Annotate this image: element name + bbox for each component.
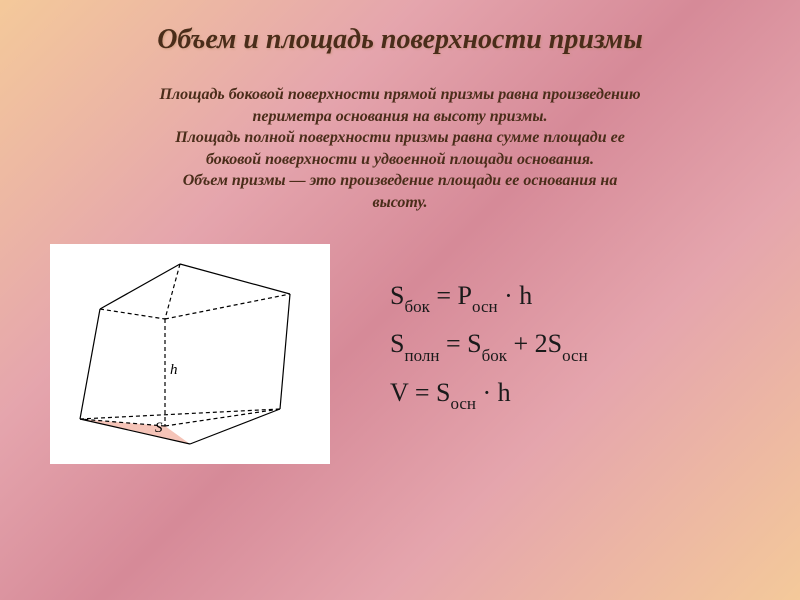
formula-volume: V = Sосн · h — [390, 378, 750, 412]
dashed-edges — [80, 264, 290, 426]
f-sub: бок — [482, 346, 507, 365]
f-sym: S — [390, 281, 404, 310]
content-row: h S Sбок = Pосн · h Sполн = Sбок + 2Sосн… — [40, 244, 760, 464]
slide-description: Площадь боковой поверхности прямой призм… — [60, 84, 740, 214]
height-label: h — [170, 362, 178, 378]
f-sym: = S — [408, 378, 450, 407]
f-sub: осн — [450, 394, 476, 413]
desc-line: Площадь полной поверхности призмы равна … — [175, 129, 625, 146]
desc-line: боковой поверхности и удвоенной площади … — [206, 151, 594, 168]
f-sym: V — [390, 378, 408, 407]
slide-container: Объем и площадь поверхности призмы Площа… — [0, 0, 800, 600]
prism-svg: h S — [50, 244, 330, 464]
formula-lateral-area: Sбок = Pосн · h — [390, 281, 750, 315]
desc-line: высоту. — [372, 194, 427, 211]
desc-line: периметра основания на высоту призмы. — [253, 108, 548, 125]
slide-title: Объем и площадь поверхности призмы — [40, 24, 760, 56]
f-sub: полн — [404, 346, 439, 365]
f-sym: S — [390, 329, 404, 358]
f-sub: бок — [404, 297, 429, 316]
base-area-label: S — [155, 420, 163, 436]
f-sym: + 2S — [507, 329, 562, 358]
f-sym: = S — [439, 329, 481, 358]
formula-total-area: Sполн = Sбок + 2Sосн — [390, 329, 750, 363]
f-sym: · h — [476, 378, 511, 407]
prism-diagram: h S — [50, 244, 330, 464]
desc-line: Объем призмы — это произведение площади … — [183, 172, 618, 189]
f-sym: = P — [430, 281, 472, 310]
f-sub: осн — [472, 297, 498, 316]
f-sub: осн — [562, 346, 588, 365]
formulas-block: Sбок = Pосн · h Sполн = Sбок + 2Sосн V =… — [390, 281, 750, 426]
desc-line: Площадь боковой поверхности прямой призм… — [159, 86, 640, 103]
f-sym: · h — [498, 281, 533, 310]
